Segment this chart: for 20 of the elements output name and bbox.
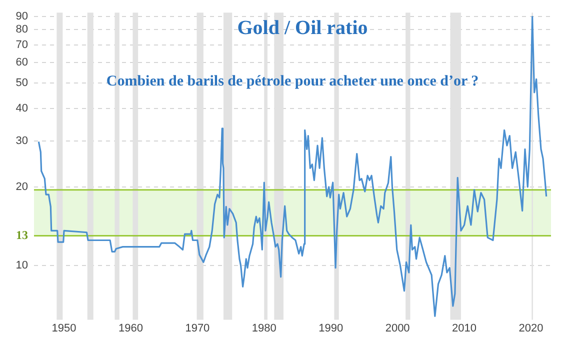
ref-line-label: 13 (16, 228, 28, 242)
x-tick-label: 2000 (385, 322, 410, 334)
x-tick-label: 1970 (185, 322, 210, 334)
x-tick-label: 1950 (52, 322, 76, 334)
y-tick-label: 90 (16, 10, 28, 22)
y-tick-label: 10 (16, 260, 28, 272)
x-tick-label: 2010 (452, 322, 477, 334)
y-tick-label: 60 (16, 56, 28, 68)
x-tick-label: 2020 (518, 322, 544, 334)
y-tick-label: 20 (16, 180, 28, 193)
x-tick-label: 1960 (118, 322, 143, 334)
x-tick-label: 1990 (318, 322, 344, 334)
y-tick-label: 30 (16, 134, 28, 147)
chart-title: Gold / Oil ratio (237, 16, 368, 39)
y-tick-label: 50 (16, 77, 28, 90)
y-tick-label: 70 (16, 38, 28, 51)
x-tick-label: 1980 (252, 322, 276, 334)
y-tick-label: 40 (16, 102, 28, 114)
text: Combien de barils de pétrole pour acheter une once d’or ? (106, 73, 479, 90)
y-tick-label: 80 (16, 24, 28, 36)
